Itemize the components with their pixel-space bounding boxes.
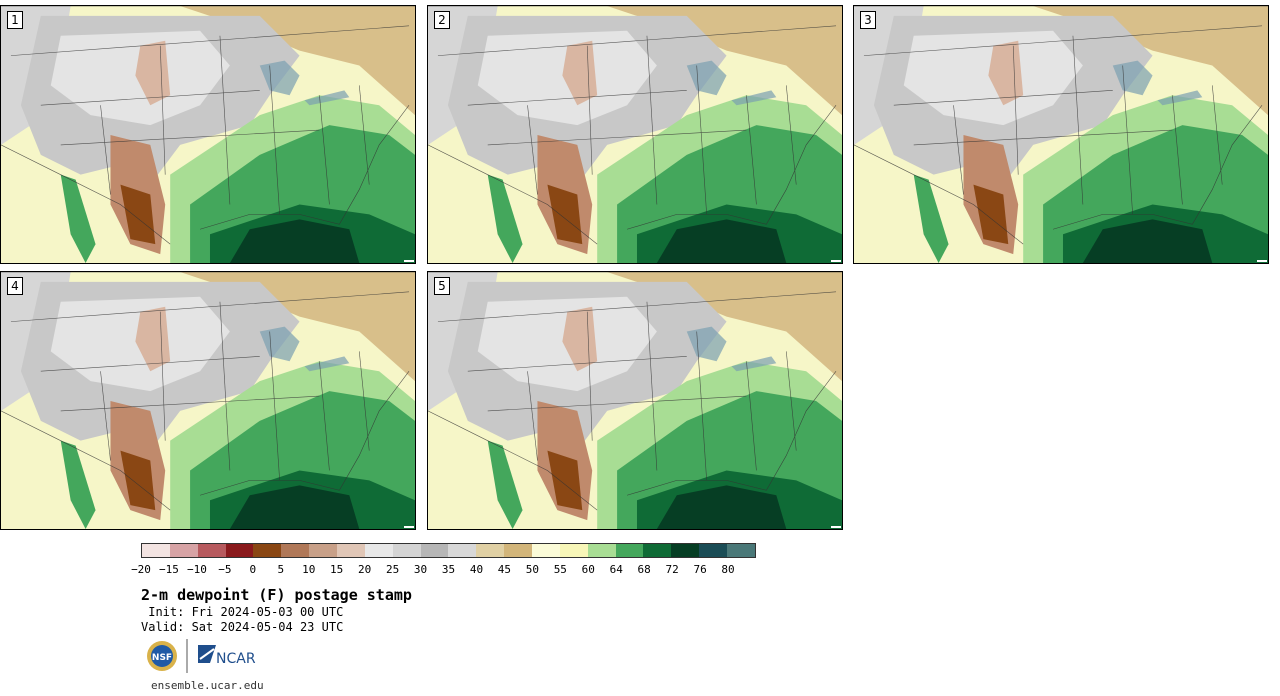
colorbar-tick-label: 50 xyxy=(525,563,539,576)
nsf-logo: NSF xyxy=(147,641,177,671)
ncar-logo-text: NCAR xyxy=(216,651,256,667)
colorbar-tick-labels: −20 −15 −10 −5 0 5 10 15 20 25 30 35 40 45 50 55 60 64 68 7… xyxy=(131,563,756,577)
colorbar-tick-label: 25 xyxy=(385,563,400,576)
map-scale-mark xyxy=(404,260,414,262)
colorbar-segment xyxy=(448,544,477,557)
colorbar-tick-label: 0 xyxy=(249,563,257,576)
colorbar-segment xyxy=(281,544,310,557)
colorbar-tick-label: −5 xyxy=(218,563,232,576)
colorbar-tick-label: −10 xyxy=(186,563,207,576)
member-number-label: 4 xyxy=(7,277,23,295)
ensemble-member-panel-4: 4 xyxy=(0,271,416,530)
colorbar-tick-label: 68 xyxy=(637,563,651,576)
colorbar-segment xyxy=(420,544,449,557)
colorbar-segment xyxy=(559,544,588,557)
colorbar-segment xyxy=(253,544,282,557)
colorbar-segment xyxy=(615,544,644,557)
dewpoint-map xyxy=(854,6,1268,263)
colorbar-tick-label: 35 xyxy=(441,563,456,576)
dewpoint-map xyxy=(428,6,842,263)
ncar-logo: NCAR xyxy=(198,645,256,667)
dewpoint-map xyxy=(1,272,415,529)
colorbar-tick-label: 20 xyxy=(358,563,372,576)
ensemble-member-panel-5: 5 xyxy=(427,271,843,530)
colorbar-segment xyxy=(392,544,421,557)
colorbar-tick-label: 76 xyxy=(693,563,707,576)
colorbar-segment xyxy=(197,544,226,557)
footer-url: ensemble.ucar.edu xyxy=(151,679,264,692)
colorbar-tick-label: 64 xyxy=(609,563,623,576)
member-number-label: 1 xyxy=(7,11,23,29)
page-title: 2-m dewpoint (F) postage stamp xyxy=(141,586,412,604)
colorbar-tick-label: −20 xyxy=(131,563,151,576)
dewpoint-map xyxy=(428,272,842,529)
colorbar-segment xyxy=(727,544,755,557)
colorbar-tick-label: 15 xyxy=(330,563,344,576)
colorbar-segment xyxy=(364,544,393,557)
colorbar-segment xyxy=(504,544,533,557)
colorbar-segment xyxy=(643,544,672,557)
sponsor-logos: NSF NCAR xyxy=(147,639,256,673)
valid-time: Valid: Sat 2024-05-04 23 UTC xyxy=(141,620,344,634)
map-scale-mark xyxy=(831,526,841,528)
colorbar-segment xyxy=(169,544,198,557)
colorbar-tick-label: 55 xyxy=(553,563,567,576)
dewpoint-map xyxy=(1,6,415,263)
init-time: Init: Fri 2024-05-03 00 UTC xyxy=(141,605,344,619)
ensemble-member-panel-2: 2 xyxy=(427,5,843,264)
colorbar-segment xyxy=(699,544,728,557)
colorbar-tick-label: 5 xyxy=(277,563,285,576)
ensemble-member-panel-3: 3 xyxy=(853,5,1269,264)
map-scale-mark xyxy=(831,260,841,262)
colorbar-segment xyxy=(337,544,365,557)
colorbar-segment xyxy=(587,544,616,557)
map-scale-mark xyxy=(404,526,414,528)
member-number-label: 2 xyxy=(434,11,450,29)
member-number-label: 5 xyxy=(434,277,450,295)
colorbar-tick-label: 10 xyxy=(302,563,316,576)
colorbar-segment xyxy=(476,544,505,557)
colorbar-tick-label: 72 xyxy=(665,563,679,576)
colorbar-tick-label: 40 xyxy=(469,563,484,576)
dewpoint-colorbar xyxy=(141,543,756,558)
colorbar-segment xyxy=(142,544,170,557)
colorbar-tick-label: 30 xyxy=(413,563,428,576)
colorbar-segment xyxy=(309,544,338,557)
colorbar-segment xyxy=(532,544,560,557)
colorbar-tick-label: 45 xyxy=(497,563,512,576)
colorbar-tick-label: 80 xyxy=(721,563,735,576)
colorbar-tick-label: 60 xyxy=(581,563,595,576)
map-scale-mark xyxy=(1257,260,1267,262)
colorbar-segment xyxy=(225,544,254,557)
nsf-logo-text: NSF xyxy=(152,653,172,663)
colorbar-segment xyxy=(671,544,700,557)
ensemble-member-panel-1: 1 xyxy=(0,5,416,264)
member-number-label: 3 xyxy=(860,11,876,29)
colorbar-tick-label: −15 xyxy=(159,563,179,576)
